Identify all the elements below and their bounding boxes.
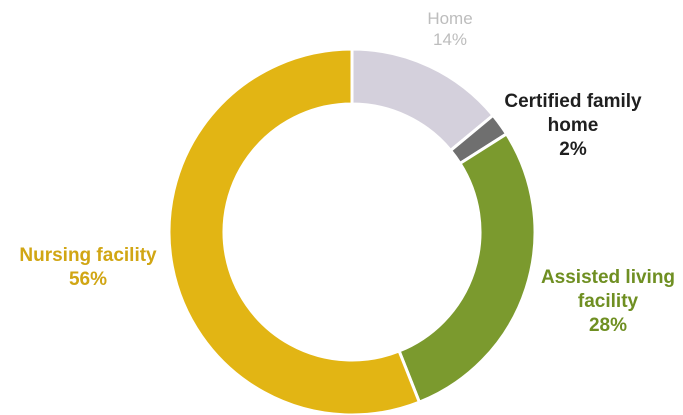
label-cert-name-line1: Certified family <box>504 91 642 112</box>
label-nursing-pct: 56% <box>68 268 108 290</box>
label-assisted-living-facility: Assisted living facility 28% <box>528 266 683 337</box>
label-certified-family-home: Certified family home 2% <box>488 90 658 161</box>
label-cert-pct: 2% <box>559 138 587 160</box>
donut-slice-assisted-living-facility <box>397 131 537 405</box>
label-assisted-name-line2: facility <box>577 290 639 312</box>
label-nursing-name: Nursing facility <box>19 245 157 266</box>
label-assisted-name-line1: Assisted living <box>540 267 676 288</box>
label-nursing-facility: Nursing facility 56% <box>2 244 174 292</box>
label-home-pct: 14% <box>432 30 468 50</box>
label-cert-name-line2: home <box>547 114 599 136</box>
label-assisted-pct: 28% <box>588 314 628 336</box>
label-home: Home 14% <box>400 8 500 51</box>
donut-slice-nursing-facility <box>167 47 422 415</box>
label-home-name: Home <box>427 9 473 28</box>
